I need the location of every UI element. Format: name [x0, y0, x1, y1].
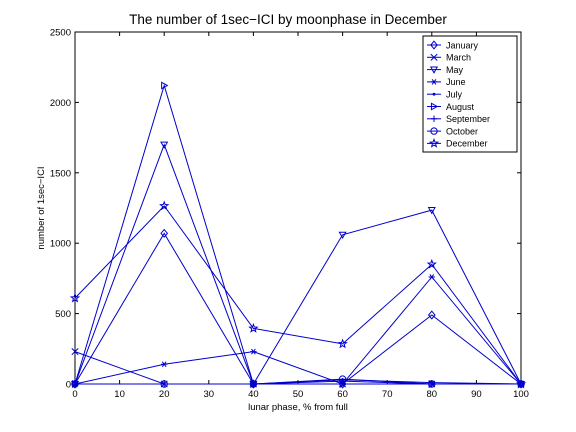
x-tick-label: 70: [382, 389, 393, 400]
legend-marker-september: [430, 115, 438, 122]
y-tick-label: 1000: [50, 239, 71, 250]
series-december: [69, 200, 527, 389]
legend-label: March: [446, 53, 471, 63]
series-layer: [69, 81, 527, 389]
data-point-december: [426, 258, 437, 269]
series-october: [71, 375, 525, 388]
legend-label: September: [446, 114, 490, 124]
data-point-october: [71, 380, 79, 388]
data-point-august: [161, 81, 169, 90]
data-point-june: [428, 274, 435, 280]
x-tick-label: 100: [513, 389, 529, 400]
legend-label: January: [446, 40, 479, 50]
y-axis-label: number of 1sec−ICI: [36, 166, 47, 249]
x-tick-label: 20: [159, 389, 170, 400]
data-point-december: [248, 322, 259, 333]
legend-entry-july: July: [427, 90, 463, 100]
legend-entry-june: June: [427, 77, 466, 87]
y-tick-label: 1500: [50, 168, 71, 179]
legend-entry-october: October: [427, 126, 478, 136]
data-point-january: [427, 310, 436, 320]
data-point-may: [427, 207, 436, 215]
y-tick-label: 2500: [50, 28, 71, 39]
data-point-june: [161, 361, 168, 368]
data-point-december: [69, 292, 81, 303]
y-tick-label: 2000: [50, 98, 71, 109]
series-line-december: [74, 205, 522, 385]
data-point-october: [338, 375, 347, 383]
legend-marker-december: [428, 137, 440, 148]
legend-label: July: [446, 90, 463, 100]
data-point-december: [515, 378, 527, 389]
data-point-may: [160, 141, 169, 149]
legend-label: June: [446, 77, 466, 87]
x-tick-label: 60: [337, 389, 348, 400]
data-point-june: [250, 348, 257, 355]
data-point-december: [159, 200, 170, 211]
x-tick-label: 80: [427, 389, 438, 400]
series-may: [70, 141, 526, 389]
data-point-may: [338, 231, 347, 239]
x-tick-label: 50: [293, 389, 304, 400]
legend-marker-march: [430, 53, 438, 61]
series-line-october: [75, 378, 521, 385]
legend-label: October: [446, 126, 478, 136]
legend-marker-october: [430, 127, 438, 135]
x-tick-label: 40: [248, 389, 259, 400]
legend-entry-september: September: [427, 114, 490, 124]
legend-label: May: [446, 65, 464, 75]
data-point-march: [71, 348, 79, 356]
data-point-october: [428, 380, 436, 388]
x-tick-label: 10: [114, 389, 125, 400]
legend-marker-may: [429, 66, 439, 74]
data-point-january: [160, 228, 169, 238]
legend-entry-december: December: [427, 137, 488, 149]
series-line-june: [74, 276, 522, 385]
chart-title: The number of 1sec−ICI by moonphase in D…: [129, 12, 447, 27]
series-june: [71, 274, 525, 387]
y-tick-label: 500: [55, 309, 71, 320]
legend-marker-august: [430, 102, 439, 111]
data-point-october: [160, 380, 168, 388]
legend: January March May June July August September Oc…: [422, 35, 518, 153]
x-tick-label: 0: [72, 389, 77, 400]
data-point-october: [249, 380, 258, 388]
legend-marker-june: [430, 79, 438, 85]
series-line-may: [74, 143, 522, 386]
legend-marker-july: [432, 92, 436, 96]
data-point-december: [337, 338, 348, 349]
legend-label: December: [446, 139, 488, 149]
x-tick-label: 90: [471, 389, 482, 400]
legend-label: August: [446, 102, 475, 112]
legend-entry-august: August: [427, 102, 475, 112]
y-tick-label: 0: [66, 380, 71, 391]
x-axis-label: lunar phase, % from full: [248, 402, 348, 413]
legend-entry-may: May: [427, 65, 464, 75]
legend-entry-january: January: [427, 40, 479, 50]
legend-marker-january: [430, 40, 438, 50]
x-tick-label: 30: [204, 389, 215, 400]
legend-entry-march: March: [427, 53, 471, 63]
